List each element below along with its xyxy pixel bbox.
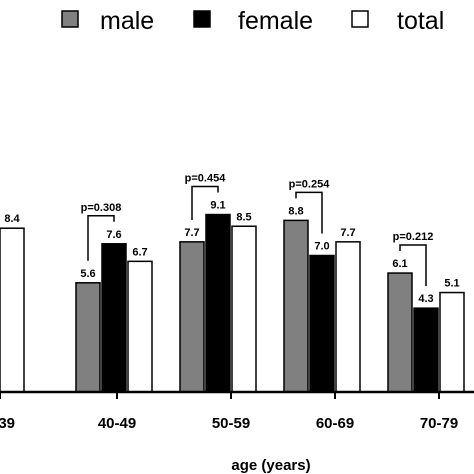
value-label-male-60-69: 8.8	[288, 205, 303, 217]
legend-label-female: female	[238, 7, 313, 35]
value-label-male-50-59: 7.7	[184, 227, 199, 239]
legend: male female total	[61, 7, 444, 35]
value-label-total-60-69: 7.7	[340, 227, 355, 239]
bar-male-40-49	[75, 282, 101, 393]
value-label-total-30-39: 8.4	[4, 213, 20, 225]
x-tick-label-50-59: 50-59	[212, 415, 250, 432]
bar-total-60-69	[335, 241, 361, 393]
value-label-total-70-79: 5.1	[444, 278, 459, 290]
x-tick-label-60-69: 60-69	[316, 415, 354, 432]
value-labels-layer: 12.18.45.67.66.77.79.18.58.87.07.76.14.3…	[4, 200, 459, 306]
legend-swatch-total	[351, 10, 369, 28]
x-tick-label-70-79: 70-79	[420, 415, 458, 432]
value-label-total-40-49: 6.7	[132, 246, 147, 258]
bar-female-70-79	[413, 307, 439, 393]
x-ticks-layer: 0-39 40-49 50-59 60-69 70-79	[0, 392, 458, 432]
value-label-female-50-59: 9.1	[210, 200, 225, 212]
significance-bracket-40-49	[87, 215, 115, 261]
significance-bracket-50-59	[191, 185, 219, 220]
legend-swatch-female	[193, 10, 211, 28]
p-value-70-79: p=0.212	[393, 231, 434, 243]
bar-total-70-79	[439, 291, 465, 393]
value-label-male-40-49: 5.6	[80, 268, 95, 280]
bars-layer	[0, 213, 465, 393]
value-label-female-70-79: 4.3	[418, 293, 433, 305]
bar-female-60-69	[309, 254, 335, 393]
value-label-female-60-69: 7.0	[314, 241, 329, 253]
x-tick-label-40-49: 40-49	[98, 415, 136, 432]
x-tick-label-30-39: 0-39	[0, 415, 15, 432]
significance-bracket-70-79	[399, 244, 427, 287]
x-axis-title: age (years)	[231, 457, 310, 474]
bar-total-50-59	[231, 225, 257, 393]
value-label-female-40-49: 7.6	[106, 229, 121, 241]
bar-total-40-49	[127, 260, 153, 393]
bar-male-60-69	[283, 219, 309, 393]
bar-female-40-49	[101, 243, 127, 393]
bar-male-70-79	[387, 272, 413, 393]
value-label-male-70-79: 6.1	[392, 258, 407, 270]
significance-bracket-60-69	[295, 191, 323, 234]
bar-female-50-59	[205, 213, 231, 393]
legend-swatch-male	[61, 10, 79, 28]
p-value-50-59: p=0.454	[185, 173, 227, 185]
legend-label-total: total	[397, 7, 444, 35]
value-label-total-50-59: 8.5	[236, 211, 251, 223]
bar-total-30-39	[0, 227, 25, 393]
p-value-60-69: p=0.254	[289, 178, 331, 190]
p-value-40-49: p=0.308	[81, 202, 122, 214]
bar-male-50-59	[179, 241, 205, 393]
legend-label-male: male	[100, 7, 154, 35]
